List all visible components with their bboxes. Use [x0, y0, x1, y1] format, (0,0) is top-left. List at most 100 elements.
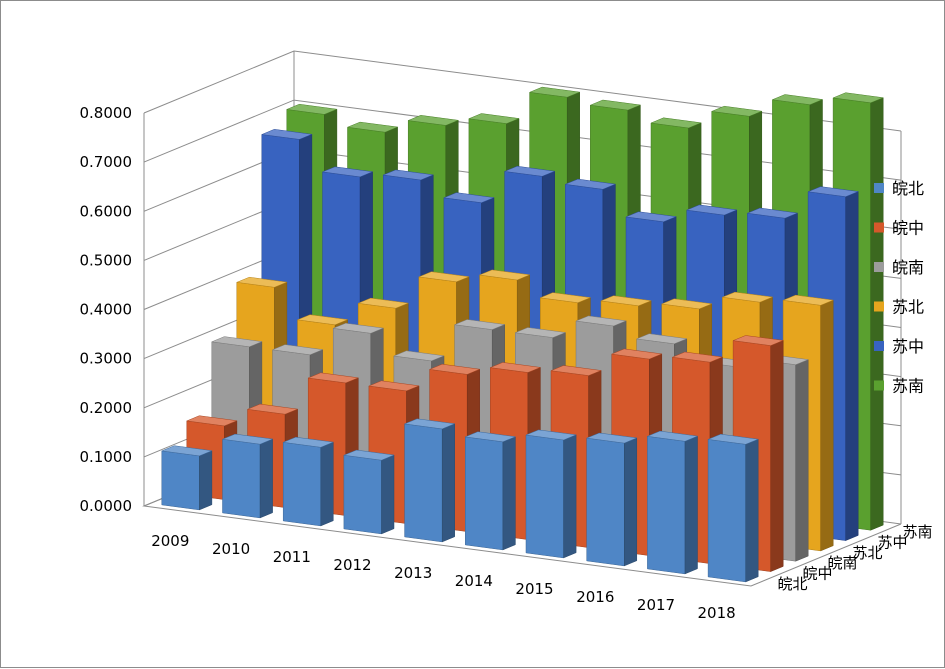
- bar-top-face: [646, 430, 699, 442]
- x-tick-label: 2009: [151, 532, 189, 550]
- bar-front-face: [707, 439, 746, 583]
- bar-top-face: [528, 86, 581, 98]
- bar-front-face: [343, 454, 382, 535]
- bar-top-face: [832, 92, 885, 104]
- bar-top-face: [442, 192, 495, 203]
- bar-top-face: [321, 166, 374, 178]
- bar-side-face: [745, 438, 759, 583]
- bar-top-face: [271, 344, 324, 356]
- series-1: [160, 418, 760, 583]
- bar-top-face: [650, 117, 703, 129]
- bar-top-face: [235, 276, 288, 288]
- bar-top-face: [660, 298, 713, 310]
- bar-side-face: [820, 299, 834, 552]
- bar-top-face: [246, 403, 299, 415]
- bar-side-face: [199, 450, 213, 511]
- bar-side-face: [320, 441, 334, 527]
- bar-front-face: [404, 423, 443, 543]
- y-tick-labels: 0.0000 0.1000 0.2000 0.3000 0.4000 0.5000 0.60…: [80, 104, 133, 515]
- y-tick-label: 0.1000: [80, 448, 133, 466]
- bar-front-face: [161, 450, 200, 511]
- y-tick-label: 0.7000: [80, 153, 133, 171]
- legend-item: 皖中: [874, 219, 924, 238]
- legend-item: 皖北: [874, 179, 924, 198]
- depth-label: 皖北: [778, 575, 808, 593]
- bar-top-face: [296, 314, 349, 326]
- x-tick-label: 2013: [394, 564, 432, 582]
- bar: [464, 431, 517, 551]
- legend-swatch: [874, 380, 884, 391]
- x-tick-labels: 2009 2010 2011 2012 2013 2014 2015 2016 2017 2018: [151, 532, 735, 622]
- bar-side-face: [563, 434, 577, 559]
- bar-top-face: [671, 351, 724, 363]
- bar-top-face: [575, 315, 628, 327]
- bar-top-face: [467, 113, 520, 124]
- legend-label: 皖北: [892, 179, 924, 198]
- depth-label: 苏南: [903, 523, 933, 541]
- bar-top-face: [160, 445, 213, 457]
- bar-side-face: [845, 191, 859, 541]
- legend-swatch: [874, 222, 884, 233]
- bar-top-face: [392, 350, 445, 362]
- bar-front-face: [222, 438, 261, 519]
- bar: [646, 430, 699, 575]
- x-tick-label: 2012: [333, 556, 371, 574]
- bar-top-face: [185, 415, 238, 427]
- depth-label: 皖中: [803, 565, 833, 583]
- bar-top-face: [707, 433, 760, 445]
- bar-front-face: [525, 434, 564, 559]
- y-tick-label: 0.0000: [80, 497, 133, 515]
- legend-label: 苏南: [892, 377, 924, 396]
- bar-top-face: [285, 103, 338, 115]
- bar-top-face: [478, 269, 531, 281]
- legend-item: 苏南: [874, 377, 924, 396]
- bar-top-face: [539, 292, 592, 303]
- bar-top-face: [260, 129, 313, 140]
- bar-top-face: [589, 99, 642, 111]
- y-tick-label: 0.2000: [80, 399, 133, 417]
- bar-side-face: [795, 359, 809, 562]
- bar-top-face: [428, 363, 481, 375]
- bar-front-face: [586, 437, 625, 567]
- x-tick-label: 2015: [515, 580, 553, 598]
- bar-top-face: [357, 297, 410, 309]
- bar-top-face: [514, 327, 567, 338]
- x-tick-label: 2017: [637, 596, 675, 614]
- bar-top-face: [782, 294, 835, 306]
- bar: [707, 433, 760, 583]
- bar: [282, 436, 335, 527]
- bar: [403, 418, 456, 543]
- y-tick-label: 0.6000: [80, 202, 133, 220]
- bar-side-face: [870, 97, 884, 531]
- depth-label: 苏北: [853, 544, 883, 562]
- bar-top-face: [282, 436, 335, 448]
- legend-item: 苏北: [874, 298, 924, 317]
- legend-item: 苏中: [874, 337, 924, 356]
- bar-top-face: [489, 362, 542, 373]
- bar-top-face: [807, 186, 860, 197]
- bar: [585, 432, 638, 567]
- legend-label: 苏中: [892, 337, 924, 356]
- bar-front-face: [465, 436, 504, 551]
- bar-top-face: [585, 432, 638, 444]
- bar-top-face: [564, 178, 617, 190]
- bar-top-face: [625, 211, 678, 223]
- legend-item: 皖南: [874, 258, 924, 277]
- bar-side-face: [684, 435, 698, 575]
- bar-side-face: [770, 340, 784, 572]
- bar-top-face: [210, 336, 263, 348]
- x-tick-label: 2018: [698, 604, 736, 622]
- bar-side-face: [381, 454, 395, 535]
- bar: [342, 449, 395, 535]
- bar-top-face: [610, 348, 663, 360]
- bar-top-face: [407, 115, 460, 126]
- bar-top-face: [685, 204, 738, 216]
- bar-top-face: [732, 335, 785, 346]
- bar-top-face: [503, 165, 556, 177]
- bar-top-face: [346, 121, 399, 133]
- bar-top-face: [721, 291, 774, 303]
